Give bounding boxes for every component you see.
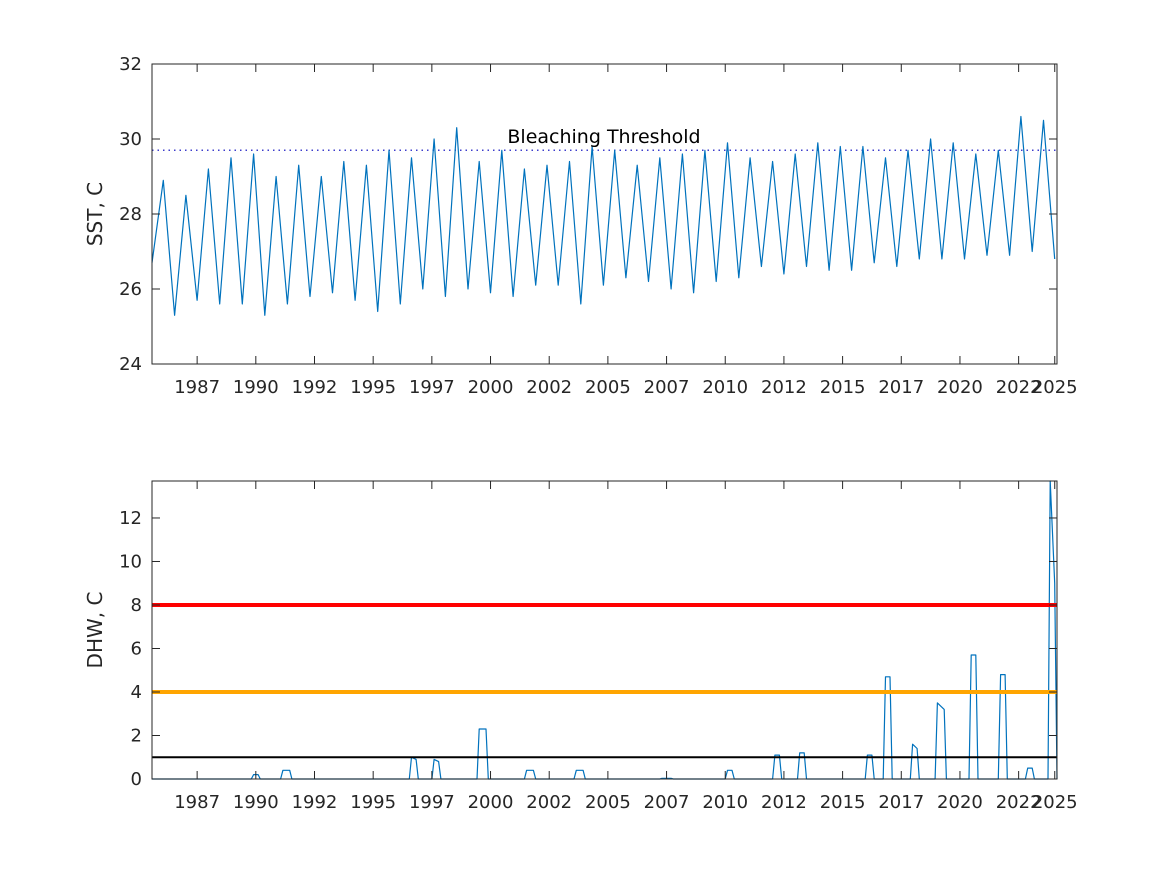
sst-x-tick-label: 1995 — [350, 377, 396, 398]
dhw-y-tick-label: 10 — [119, 551, 142, 572]
sst-x-tick-label: 1992 — [292, 377, 338, 398]
sst-series-line — [151, 115, 1056, 316]
bleaching-threshold-label: Bleaching Threshold — [507, 126, 700, 148]
dhw-x-tick-label: 2022 — [996, 792, 1042, 813]
sst-y-axis-label: SST, C — [83, 182, 107, 246]
sst-x-ticks: 1987 1990 1992 1995 1997 2000 2002 2005 2007 2010… — [174, 64, 1078, 398]
dhw-x-tick-label: 2012 — [761, 792, 807, 813]
dhw-x-tick-label: 1990 — [233, 792, 279, 813]
dhw-y-tick-label: 12 — [119, 508, 142, 529]
sst-x-tick-label: 2010 — [702, 377, 748, 398]
dhw-y-tick-label: 6 — [131, 638, 142, 659]
sst-x-tick-label: 1987 — [174, 377, 220, 398]
sst-x-tick-label: 2002 — [526, 377, 572, 398]
sst-x-tick-label: 2020 — [937, 377, 983, 398]
sst-y-tick-label: 26 — [119, 279, 142, 300]
dhw-x-tick-label: 1997 — [409, 792, 455, 813]
dhw-plot-area — [152, 481, 1057, 779]
dhw-x-tick-label: 1995 — [350, 792, 396, 813]
sst-x-tick-label: 2012 — [761, 377, 807, 398]
sst-x-tick-label: 2015 — [820, 377, 866, 398]
dhw-x-tick-label: 1987 — [174, 792, 220, 813]
sst-y-tick-label: 32 — [119, 54, 142, 75]
sst-y-tick-label: 30 — [119, 129, 142, 150]
dhw-x-tick-label: 2010 — [702, 792, 748, 813]
sst-x-tick-label: 2025 — [1032, 377, 1078, 398]
sst-x-tick-label: 2017 — [878, 377, 924, 398]
dhw-y-ticks: 0 2 4 6 8 10 12 — [119, 508, 1057, 790]
dhw-y-tick-label: 2 — [131, 725, 142, 746]
dhw-x-tick-label: 2015 — [820, 792, 866, 813]
dhw-x-tick-label: 2025 — [1032, 792, 1078, 813]
dhw-x-tick-label: 2002 — [526, 792, 572, 813]
dhw-x-tick-label: 2007 — [644, 792, 690, 813]
dhw-y-tick-label: 0 — [131, 769, 142, 790]
dhw-y-axis-label: DHW, C — [83, 592, 107, 669]
dhw-x-ticks: 1987 1990 1992 1995 1997 2000 2002 2005 2007 2010… — [174, 481, 1078, 813]
sst-y-tick-label: 28 — [119, 204, 142, 225]
sst-x-tick-label: 2007 — [644, 377, 690, 398]
sst-y-ticks: 24 26 28 30 32 — [119, 54, 1057, 375]
sst-y-tick-label: 24 — [119, 354, 142, 375]
dhw-y-tick-label: 4 — [131, 682, 142, 703]
sst-x-tick-label: 2022 — [996, 377, 1042, 398]
dhw-x-tick-label: 2005 — [585, 792, 631, 813]
sst-x-tick-label: 2005 — [585, 377, 631, 398]
dhw-y-tick-label: 8 — [131, 595, 142, 616]
sst-x-tick-label: 2000 — [468, 377, 514, 398]
dhw-panel: 1987 1990 1992 1995 1997 2000 2002 2005 2007 2010… — [83, 480, 1078, 813]
dhw-x-tick-label: 2000 — [468, 792, 514, 813]
dhw-reference-lines — [152, 602, 1057, 759]
dhw-x-tick-label: 1992 — [292, 792, 338, 813]
dhw-axes-box — [151, 480, 1058, 780]
sst-x-tick-label: 1990 — [233, 377, 279, 398]
sst-x-tick-label: 1997 — [409, 377, 455, 398]
dhw-x-tick-label: 2017 — [878, 792, 924, 813]
sst-panel: 1987 1990 1992 1995 1997 2000 2002 2005 2007 2010… — [83, 54, 1078, 398]
dhw-x-tick-label: 2020 — [937, 792, 983, 813]
sst-series-group — [151, 115, 1056, 316]
sst-plot-area — [152, 64, 1057, 364]
